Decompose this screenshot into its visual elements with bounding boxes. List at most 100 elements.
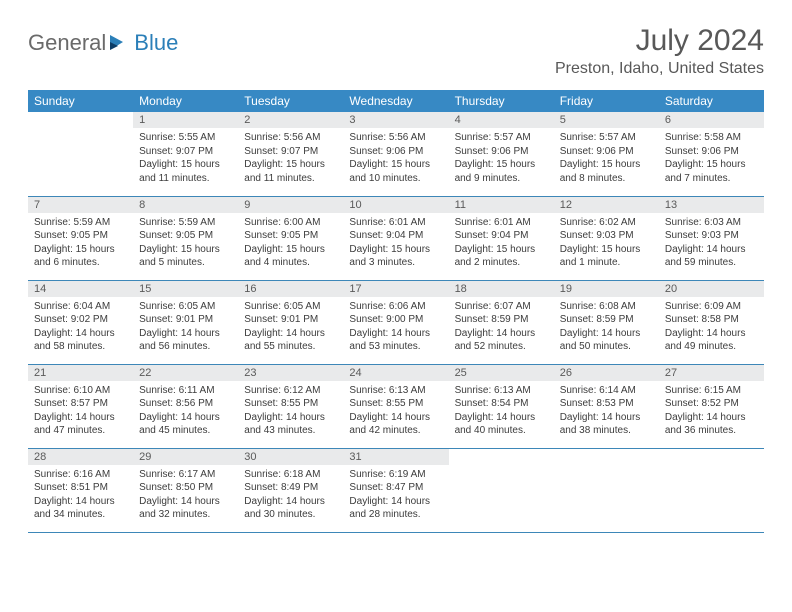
day-content: Sunrise: 6:13 AMSunset: 8:54 PMDaylight:… (449, 381, 554, 442)
calendar-row: 21Sunrise: 6:10 AMSunset: 8:57 PMDayligh… (28, 364, 764, 448)
day-number: 14 (28, 281, 133, 297)
day-number: 31 (343, 449, 448, 465)
day-content: Sunrise: 6:12 AMSunset: 8:55 PMDaylight:… (238, 381, 343, 442)
daylight-line: Daylight: 14 hours and 53 minutes. (349, 327, 442, 354)
sunrise-line: Sunrise: 6:04 AM (34, 300, 127, 314)
day-content: Sunrise: 5:57 AMSunset: 9:06 PMDaylight:… (449, 128, 554, 189)
day-number: 15 (133, 281, 238, 297)
sunset-line: Sunset: 8:59 PM (455, 313, 548, 327)
daylight-line: Daylight: 14 hours and 30 minutes. (244, 495, 337, 522)
day-content: Sunrise: 6:11 AMSunset: 8:56 PMDaylight:… (133, 381, 238, 442)
weekday-row: SundayMondayTuesdayWednesdayThursdayFrid… (28, 90, 764, 112)
weekday-header: Saturday (659, 90, 764, 112)
flag-icon (109, 33, 131, 56)
day-content: Sunrise: 6:01 AMSunset: 9:04 PMDaylight:… (449, 213, 554, 274)
day-number: 17 (343, 281, 448, 297)
calendar-cell: 16 Sunrise: 6:05 AMSunset: 9:01 PMDayligh… (238, 280, 343, 364)
daylight-line: Daylight: 15 hours and 1 minute. (560, 243, 653, 270)
daylight-line: Daylight: 15 hours and 11 minutes. (244, 158, 337, 185)
calendar-cell: 6Sunrise: 5:58 AMSunset: 9:06 PMDaylight… (659, 112, 764, 196)
calendar-cell: 8Sunrise: 5:59 AMSunset: 9:05 PMDaylight… (133, 196, 238, 280)
sunrise-line: Sunrise: 6:01 AM (455, 216, 548, 230)
sunrise-line: Sunrise: 5:58 AM (665, 131, 758, 145)
daylight-line: Daylight: 15 hours and 6 minutes. (34, 243, 127, 270)
sunset-line: Sunset: 8:55 PM (349, 397, 442, 411)
day-number: 26 (554, 365, 659, 381)
daylight-line: Daylight: 15 hours and 8 minutes. (560, 158, 653, 185)
sunset-line: Sunset: 9:01 PM (139, 313, 232, 327)
day-content: Sunrise: 5:56 AMSunset: 9:07 PMDaylight:… (238, 128, 343, 189)
daylight-line: Daylight: 15 hours and 3 minutes. (349, 243, 442, 270)
sunset-line: Sunset: 9:03 PM (560, 229, 653, 243)
calendar-body: 1Sunrise: 5:55 AMSunset: 9:07 PMDaylight… (28, 112, 764, 532)
day-content: Sunrise: 6:03 AMSunset: 9:03 PMDaylight:… (659, 213, 764, 274)
day-content: Sunrise: 6:07 AMSunset: 8:59 PMDaylight:… (449, 297, 554, 358)
daylight-line: Daylight: 14 hours and 34 minutes. (34, 495, 127, 522)
sunrise-line: Sunrise: 6:13 AM (455, 384, 548, 398)
sunset-line: Sunset: 9:00 PM (349, 313, 442, 327)
calendar-cell: 4Sunrise: 5:57 AMSunset: 9:06 PMDaylight… (449, 112, 554, 196)
sunrise-line: Sunrise: 5:57 AM (455, 131, 548, 145)
day-number: 4 (449, 112, 554, 128)
sunset-line: Sunset: 9:01 PM (244, 313, 337, 327)
day-number: 7 (28, 197, 133, 213)
calendar-cell (659, 448, 764, 532)
day-number: 25 (449, 365, 554, 381)
calendar-cell: 29Sunrise: 6:17 AMSunset: 8:50 PMDayligh… (133, 448, 238, 532)
day-content: Sunrise: 6:13 AMSunset: 8:55 PMDaylight:… (343, 381, 448, 442)
calendar-table: SundayMondayTuesdayWednesdayThursdayFrid… (28, 90, 764, 533)
calendar-cell: 15Sunrise: 6:05 AMSunset: 9:01 PMDayligh… (133, 280, 238, 364)
daylight-line: Daylight: 14 hours and 55 minutes. (244, 327, 337, 354)
sunrise-line: Sunrise: 5:57 AM (560, 131, 653, 145)
calendar-cell: 26Sunrise: 6:14 AMSunset: 8:53 PMDayligh… (554, 364, 659, 448)
calendar-cell: 28Sunrise: 6:16 AMSunset: 8:51 PMDayligh… (28, 448, 133, 532)
day-content: Sunrise: 6:02 AMSunset: 9:03 PMDaylight:… (554, 213, 659, 274)
sunset-line: Sunset: 8:51 PM (34, 481, 127, 495)
calendar-cell (554, 448, 659, 532)
weekday-header: Tuesday (238, 90, 343, 112)
day-content: Sunrise: 6:05 AMSunset: 9:01 PMDaylight:… (133, 297, 238, 358)
sunrise-line: Sunrise: 6:14 AM (560, 384, 653, 398)
sunrise-line: Sunrise: 6:12 AM (244, 384, 337, 398)
sunrise-line: Sunrise: 6:08 AM (560, 300, 653, 314)
calendar-row: 28Sunrise: 6:16 AMSunset: 8:51 PMDayligh… (28, 448, 764, 532)
weekday-header: Wednesday (343, 90, 448, 112)
sunrise-line: Sunrise: 6:05 AM (244, 300, 337, 314)
sunset-line: Sunset: 8:53 PM (560, 397, 653, 411)
calendar-cell: 24Sunrise: 6:13 AMSunset: 8:55 PMDayligh… (343, 364, 448, 448)
sunset-line: Sunset: 8:55 PM (244, 397, 337, 411)
calendar-cell: 22Sunrise: 6:11 AMSunset: 8:56 PMDayligh… (133, 364, 238, 448)
day-number: 21 (28, 365, 133, 381)
daylight-line: Daylight: 14 hours and 49 minutes. (665, 327, 758, 354)
sunset-line: Sunset: 9:06 PM (455, 145, 548, 159)
day-number: 5 (554, 112, 659, 128)
day-number: 1 (133, 112, 238, 128)
daylight-line: Daylight: 14 hours and 43 minutes. (244, 411, 337, 438)
day-number: 30 (238, 449, 343, 465)
sunrise-line: Sunrise: 6:05 AM (139, 300, 232, 314)
calendar-cell: 31Sunrise: 6:19 AMSunset: 8:47 PMDayligh… (343, 448, 448, 532)
calendar-page: General Blue July 2024 Preston, Idaho, U… (0, 0, 792, 553)
day-content: Sunrise: 5:57 AMSunset: 9:06 PMDaylight:… (554, 128, 659, 189)
sunset-line: Sunset: 8:58 PM (665, 313, 758, 327)
daylight-line: Daylight: 14 hours and 36 minutes. (665, 411, 758, 438)
sunset-line: Sunset: 8:50 PM (139, 481, 232, 495)
day-number: 9 (238, 197, 343, 213)
sunset-line: Sunset: 9:02 PM (34, 313, 127, 327)
day-content: Sunrise: 6:16 AMSunset: 8:51 PMDaylight:… (28, 465, 133, 526)
day-number: 18 (449, 281, 554, 297)
day-number: 29 (133, 449, 238, 465)
daylight-line: Daylight: 14 hours and 47 minutes. (34, 411, 127, 438)
day-content: Sunrise: 5:58 AMSunset: 9:06 PMDaylight:… (659, 128, 764, 189)
day-number: 16 (238, 281, 343, 297)
day-number: 8 (133, 197, 238, 213)
day-content: Sunrise: 6:17 AMSunset: 8:50 PMDaylight:… (133, 465, 238, 526)
daylight-line: Daylight: 14 hours and 52 minutes. (455, 327, 548, 354)
day-number: 12 (554, 197, 659, 213)
sunset-line: Sunset: 8:54 PM (455, 397, 548, 411)
day-number: 6 (659, 112, 764, 128)
calendar-row: 14 Sunrise: 6:04 AMSunset: 9:02 PM Dayligh… (28, 280, 764, 364)
sunset-line: Sunset: 9:07 PM (139, 145, 232, 159)
sunrise-line: Sunrise: 6:13 AM (349, 384, 442, 398)
daylight-line: Daylight: 14 hours and 28 minutes. (349, 495, 442, 522)
